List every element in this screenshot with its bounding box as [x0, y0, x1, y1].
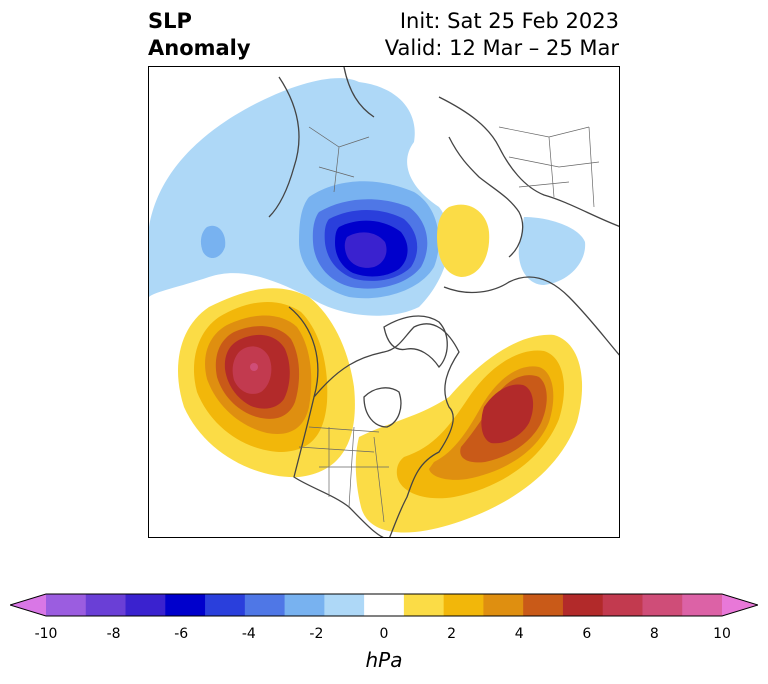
colorbar-tick-label: 8: [649, 626, 659, 642]
colorbar-segment: [682, 594, 723, 616]
colorbar-segment: [443, 594, 484, 616]
init-date: Init: Sat 25 Feb 2023: [399, 9, 619, 33]
neg-contour-1b: [518, 217, 586, 285]
coast-hudson-bay: [363, 387, 402, 428]
colorbar-unit-label: hPa: [365, 648, 403, 672]
pos-contour-5-atlantic: [481, 384, 534, 444]
colorbar-tick-label: -2: [309, 626, 324, 642]
map-title: SLP Anomaly: [148, 8, 251, 62]
title-line-1: SLP: [148, 9, 192, 33]
colorbar-tick-label: 4: [514, 626, 524, 642]
colorbar-segment: [483, 594, 524, 616]
coast-north-america: [288, 306, 460, 537]
colorbar-tick-label: -6: [174, 626, 189, 642]
colorbar-tick-label: 10: [713, 626, 731, 642]
neg-contour-6: [344, 232, 387, 268]
colorbar-segment: [205, 594, 246, 616]
colorbar-segment: [85, 594, 127, 616]
date-info: Init: Sat 25 Feb 2023 Valid: 12 Mar – 25…: [385, 8, 619, 62]
colorbar-segment: [642, 594, 683, 616]
colorbar-segment: [324, 594, 365, 616]
border-lines-1: [298, 426, 389, 523]
pos-contour-7-pacific: [250, 363, 258, 371]
coast-asia-east: [268, 67, 375, 218]
country-borders: [298, 126, 600, 523]
colorbar-segment: [562, 594, 604, 616]
border-lines-2: [498, 126, 600, 208]
negative-anomaly-contours: [149, 78, 586, 316]
colorbar-segment: [523, 594, 564, 616]
coast-europe: [448, 136, 524, 258]
colorbar-segment: [244, 594, 286, 616]
colorbar-tick-label: 0: [379, 626, 389, 642]
title-line-2: Anomaly: [148, 36, 251, 60]
colorbar-tick-label: -8: [106, 626, 121, 642]
coastlines: [268, 67, 619, 537]
colorbar-extend-min: [10, 594, 46, 616]
colorbar-tick-label: 6: [582, 626, 592, 642]
colorbar: [10, 593, 758, 617]
border-lines-3: [308, 126, 370, 193]
colorbar-segment: [364, 594, 405, 616]
colorbar-segment: [284, 594, 325, 616]
colorbar-segment: [165, 594, 206, 616]
colorbar-tick-label: 2: [447, 626, 457, 642]
anomaly-map: [148, 66, 620, 538]
map-canvas: [149, 67, 619, 537]
colorbar-segment: [403, 594, 445, 616]
colorbar-extend-max: [722, 594, 758, 616]
colorbar-tick-label: -4: [241, 626, 256, 642]
colorbar-outline: [10, 593, 758, 617]
colorbar-tick-label: -10: [34, 626, 58, 642]
neg-contour-2: [200, 225, 226, 259]
colorbar-segment: [602, 594, 643, 616]
valid-range: Valid: 12 Mar – 25 Mar: [384, 36, 619, 60]
coast-eurasia: [438, 96, 619, 356]
colorbar-segment: [125, 594, 166, 616]
pos-contour-1-russia: [437, 204, 490, 277]
colorbar-segment: [46, 594, 87, 616]
coast-greenland: [383, 315, 448, 369]
colorbar-segments: [10, 594, 758, 616]
